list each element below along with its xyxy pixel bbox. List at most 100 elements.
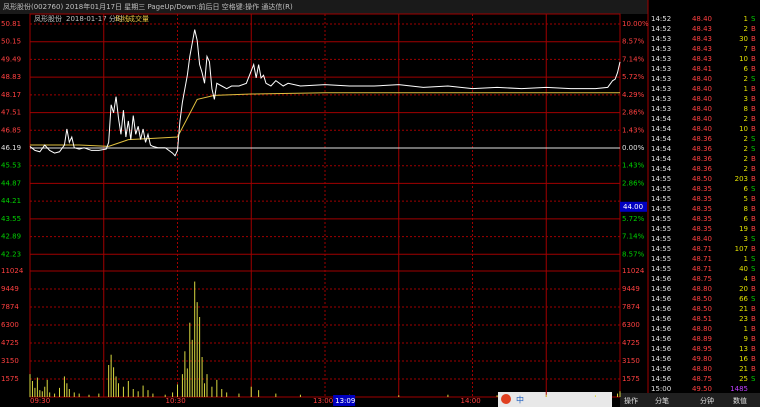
trade-volume: 25	[739, 375, 748, 383]
y2-tick-label: 4725	[622, 339, 640, 347]
y-tick-label: 11024	[1, 267, 24, 275]
trade-time: 14:53	[651, 95, 671, 103]
trade-side: B	[751, 315, 756, 323]
trade-volume: 3	[744, 235, 748, 243]
trade-volume: 10	[739, 55, 748, 63]
trade-price: 48.50	[692, 305, 712, 313]
y-tick-label: 7874	[1, 303, 19, 311]
trade-volume: 23	[739, 315, 748, 323]
ime-bar[interactable]	[498, 392, 612, 407]
trade-side: B	[751, 125, 756, 133]
tab[interactable]: 分钟	[700, 396, 714, 405]
y2-tick-label: 8.57%	[622, 250, 645, 258]
trade-side: B	[751, 115, 756, 123]
trade-side: B	[751, 345, 756, 353]
trade-time: 14:55	[651, 225, 671, 233]
cursor-time-box	[333, 395, 356, 406]
y2-tick-label: 3150	[622, 357, 640, 365]
ime-lang[interactable]: 中	[516, 395, 524, 405]
y2-tick-label: 2.86%	[622, 179, 645, 187]
trade-side: B	[751, 65, 756, 73]
y-tick-label: 9449	[1, 285, 19, 293]
trade-side: S	[751, 15, 756, 23]
trade-volume: 2	[744, 145, 748, 153]
trade-volume: 2	[744, 165, 748, 173]
trade-volume: 2	[744, 25, 748, 33]
trade-price: 48.51	[692, 315, 712, 323]
y2-tick-label: 10.00%	[622, 20, 649, 28]
y2-tick-label: 7.14%	[622, 233, 645, 241]
y-tick-label: 1575	[1, 375, 19, 383]
trade-volume: 1485	[730, 385, 748, 393]
trade-time: 14:52	[651, 15, 671, 23]
trade-price: 48.80	[692, 325, 712, 333]
trade-time: 14:54	[651, 155, 672, 163]
trade-volume: 10	[739, 125, 748, 133]
trade-volume: 6	[744, 185, 749, 193]
trade-volume: 13	[739, 345, 748, 353]
trade-time: 14:53	[651, 65, 671, 73]
trade-price: 49.50	[692, 385, 712, 393]
trade-time: 14:56	[651, 275, 672, 283]
trade-side: B	[751, 355, 756, 363]
trade-price: 48.75	[692, 275, 712, 283]
y-tick-label: 45.53	[1, 162, 21, 170]
trade-time: 14:56	[651, 365, 672, 373]
trade-time: 14:53	[651, 105, 671, 113]
trade-price: 48.40	[692, 85, 712, 93]
price	[29, 29, 621, 157]
trade-price: 48.35	[692, 225, 712, 233]
trade-price: 48.40	[692, 95, 712, 103]
tab[interactable]: 数值	[733, 396, 747, 405]
trade-volume: 5	[744, 195, 748, 203]
trade-time: 14:56	[651, 315, 672, 323]
y2-tick-label: 0.00%	[622, 144, 645, 152]
trade-side: B	[751, 305, 756, 313]
y-tick-label: 47.51	[1, 109, 21, 117]
tab[interactable]: 分笔	[655, 396, 669, 405]
trade-side: S	[751, 295, 756, 303]
trade-time: 15:00	[651, 385, 671, 393]
trade-volume: 7	[744, 45, 748, 53]
trade-time: 14:56	[651, 305, 672, 313]
trade-volume: 2	[744, 135, 748, 143]
ime-logo[interactable]	[501, 394, 511, 404]
trade-side: B	[751, 45, 756, 53]
y2-tick-label: 1575	[622, 375, 640, 383]
trade-price: 48.40	[692, 15, 712, 23]
window-title: 凤形股份(002760) 2018年01月17日 星期三 PageUp/Down…	[3, 2, 293, 11]
tab[interactable]: 操作	[624, 396, 638, 405]
trade-time: 14:56	[651, 355, 672, 363]
trade-volume: 66	[739, 295, 748, 303]
avg	[30, 92, 620, 147]
trade-time: 14:54	[651, 115, 672, 123]
trade-time: 14:56	[651, 285, 672, 293]
trade-price: 48.35	[692, 195, 712, 203]
y2-tick-label: 1.43%	[622, 126, 645, 134]
y-tick-label: 49.49	[1, 55, 21, 63]
trade-volume: 2	[744, 75, 748, 83]
trade-volume: 21	[739, 365, 748, 373]
trade-side: S	[751, 235, 756, 243]
trade-price: 48.41	[692, 65, 712, 73]
trade-price: 48.80	[692, 285, 712, 293]
y-tick-label: 43.55	[1, 215, 21, 223]
trade-time: 14:53	[651, 75, 671, 83]
y-tick-label: 46.19	[1, 144, 21, 152]
y-tick-label: 44.21	[1, 197, 21, 205]
trade-time: 14:56	[651, 325, 672, 333]
trade-time: 14:55	[651, 205, 671, 213]
trade-price: 48.36	[692, 155, 713, 163]
trade-side: B	[751, 55, 756, 63]
cursor-time: 13:09	[335, 397, 355, 405]
title-bar	[0, 0, 648, 14]
cursor-price-box	[620, 201, 647, 212]
trade-price: 48.36	[692, 145, 713, 153]
y-tick-label: 50.81	[1, 20, 21, 28]
trade-time: 14:53	[651, 85, 671, 93]
trade-side: S	[751, 75, 756, 83]
trade-time: 14:54	[651, 125, 672, 133]
trade-side: S	[751, 255, 756, 263]
legend-item: 成交量	[128, 14, 149, 23]
